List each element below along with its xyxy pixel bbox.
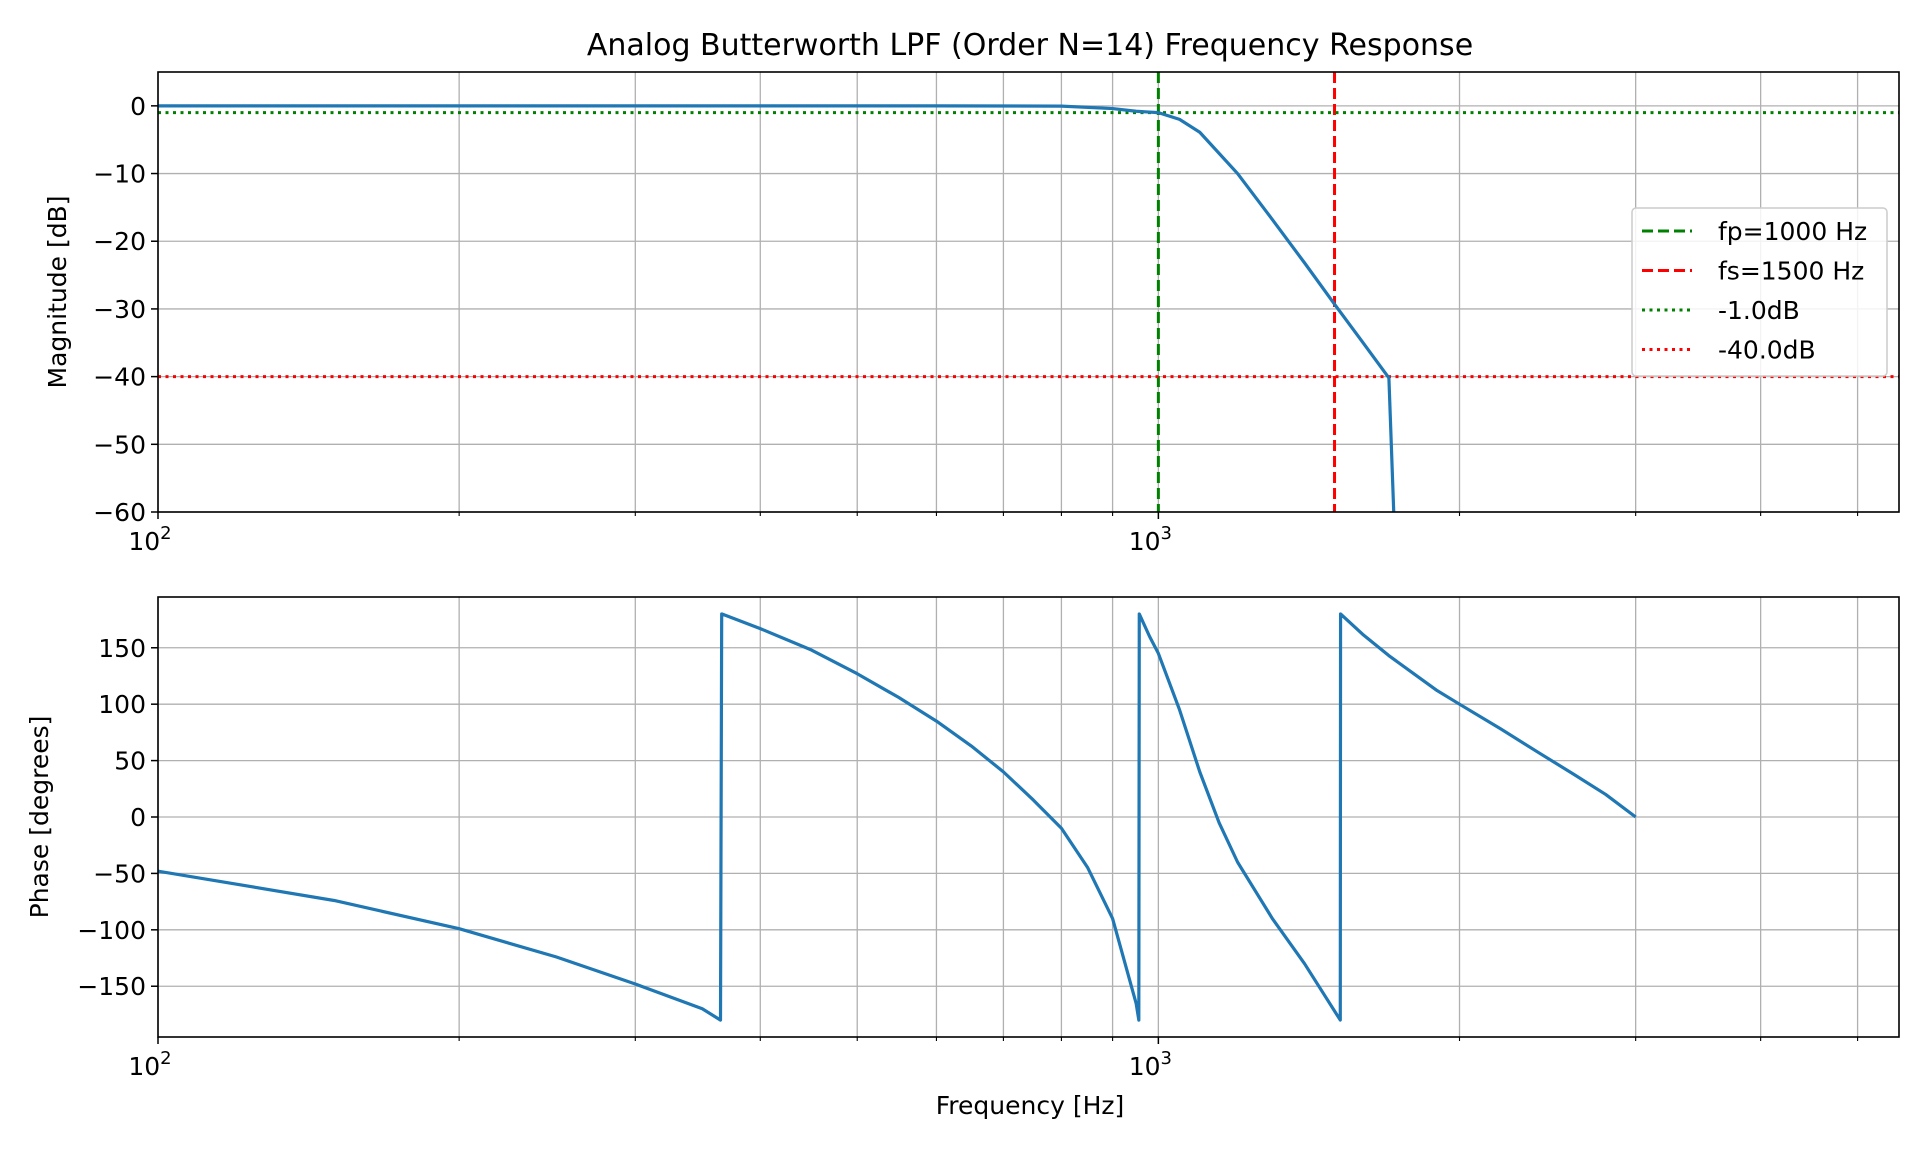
- y-tick-label: 50: [114, 747, 146, 776]
- legend-box: [1631, 207, 1888, 377]
- series-line: [158, 104, 1396, 512]
- phase-grid: [157, 597, 1899, 1037]
- legend-label: -1.0dB: [1718, 296, 1800, 325]
- y-tick-label: −150: [77, 972, 146, 1001]
- x-tick-label: 102: [128, 1048, 171, 1081]
- y-tick-label: 150: [98, 634, 146, 663]
- magnitude-x-ticks: 102 103: [128, 512, 1859, 556]
- y-tick-label: −30: [93, 295, 146, 324]
- legend: fp=1000 Hz fs=1500 Hz -1.0dB -40.0dB: [1631, 207, 1888, 377]
- magnitude-reference-lines: [158, 72, 1899, 512]
- phase-x-ticks: 102 103: [128, 1037, 1859, 1081]
- y-tick-label: −50: [93, 859, 146, 888]
- legend-items: fp=1000 Hz fs=1500 Hz -1.0dB -40.0dB: [1642, 217, 1867, 365]
- legend-label: -40.0dB: [1718, 336, 1816, 365]
- y-tick-label: 100: [98, 690, 146, 719]
- phase-series: [158, 612, 1637, 1022]
- y-tick-label: 0: [130, 803, 146, 832]
- phase-y-axis-label: Phase [degrees]: [25, 716, 54, 919]
- y-tick-label: −50: [93, 430, 146, 459]
- y-tick-label: −10: [93, 160, 146, 189]
- magnitude-y-axis-label: Magnitude [dB]: [43, 196, 72, 389]
- magnitude-axes-frame: [157, 71, 1900, 513]
- y-tick-label: −20: [93, 227, 146, 256]
- y-tick-label: −60: [93, 498, 146, 527]
- x-tick-label: 103: [1129, 523, 1172, 556]
- y-tick-label: −40: [93, 363, 146, 392]
- magnitude-series: [158, 104, 1396, 512]
- y-tick-label: 0: [130, 92, 146, 121]
- chart-title: Analog Butterworth LPF (Order N=14) Freq…: [587, 28, 1473, 63]
- series-line: [158, 612, 1637, 1022]
- phase-y-ticks: 150 100 50 0 −50 −100 −150: [77, 634, 158, 1001]
- magnitude-y-ticks: 0 −10 −20 −30 −40 −50 −60: [93, 92, 158, 527]
- y-tick-label: −100: [77, 916, 146, 945]
- legend-label: fp=1000 Hz: [1718, 217, 1867, 246]
- magnitude-panel: 0 −10 −20 −30 −40 −50 −60 102 103 Magnitude [dB…: [43, 71, 1900, 556]
- x-tick-label: 102: [128, 523, 171, 556]
- x-tick-label: 103: [1129, 1048, 1172, 1081]
- phase-panel: 150 100 50 0 −50 −100 −150 102 103 Phase [degre…: [25, 596, 1900, 1120]
- legend-label: fs=1500 Hz: [1718, 257, 1864, 286]
- x-axis-label: Frequency [Hz]: [936, 1091, 1125, 1120]
